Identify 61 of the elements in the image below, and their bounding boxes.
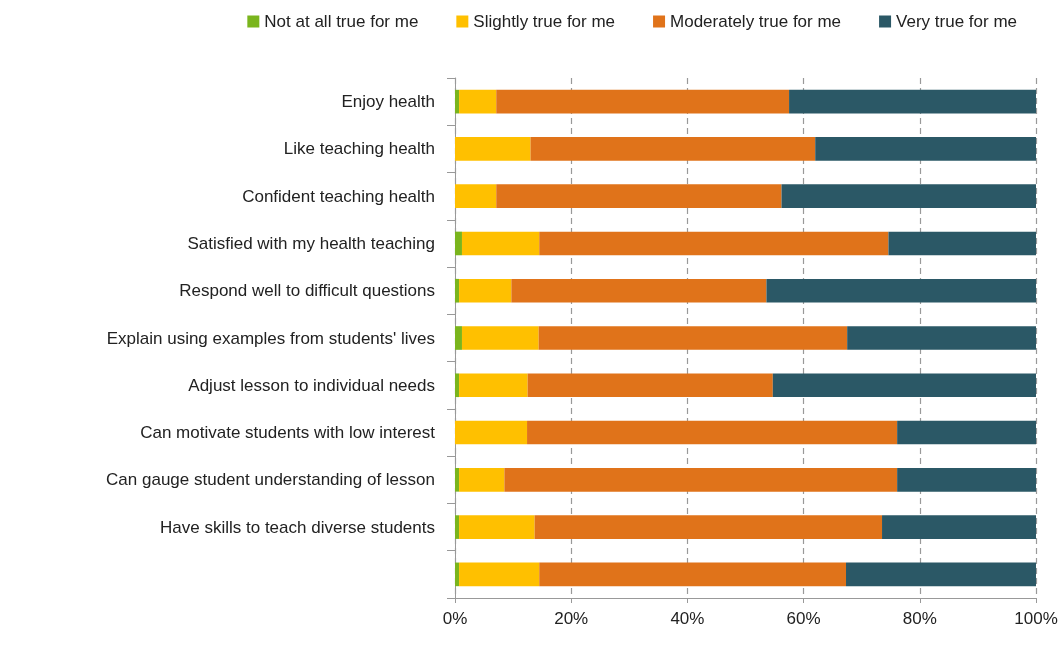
x-tick-label: 40% (670, 609, 705, 628)
y-tick-label: Explain using examples from students' lives (106, 328, 435, 348)
bar (455, 420, 528, 445)
bar (455, 515, 460, 539)
bar (504, 468, 898, 492)
bar (455, 326, 462, 350)
bar (815, 137, 1036, 161)
bar (455, 278, 460, 303)
y-tick-label: Adjust lesson to individual needs (188, 375, 435, 395)
bar (496, 89, 790, 114)
y-tick-label: Confident teaching health (242, 186, 435, 206)
x-tick-label: 80% (902, 609, 937, 628)
bar (455, 137, 531, 161)
bar (538, 326, 848, 350)
bar (459, 515, 535, 539)
y-tick-label: Satisfied with my health teaching (187, 233, 435, 253)
x-tick-label: 100% (1014, 609, 1058, 628)
bar (455, 562, 460, 587)
bar (897, 468, 1036, 492)
legend-label: Very true for me (896, 12, 1017, 31)
legend-label: Moderately true for me (670, 12, 842, 31)
bar (527, 373, 773, 398)
y-tick-label: Respond well to difficult questions (179, 281, 435, 301)
bar (461, 326, 539, 350)
bar (511, 278, 767, 303)
bar (846, 562, 1036, 587)
x-tick-label: 20% (554, 609, 589, 628)
bar (455, 468, 460, 492)
y-tick-label: Enjoy health (341, 92, 435, 112)
bar (882, 515, 1036, 539)
bar (459, 562, 540, 587)
bar (772, 373, 1036, 398)
x-tick-label: 0% (442, 609, 468, 628)
bar (888, 231, 1036, 256)
bar (789, 89, 1036, 114)
y-tick-label: Like teaching health (283, 139, 435, 159)
bar (459, 373, 528, 398)
bar (459, 89, 497, 114)
bar (530, 137, 816, 161)
y-tick-label: Can gauge student understanding of lesson (106, 470, 435, 490)
y-tick-label: Have skills to teach diverse students (160, 517, 435, 537)
bar (455, 231, 462, 256)
bar (539, 231, 889, 256)
bar (459, 468, 505, 492)
legend-label: Slightly true for me (473, 12, 616, 31)
legend-label: Not at all true for me (264, 12, 419, 31)
bar (534, 515, 883, 539)
x-tick-label: 60% (786, 609, 821, 628)
bar (455, 373, 460, 398)
bar (496, 184, 782, 208)
bar (455, 89, 460, 114)
bar (847, 326, 1036, 350)
y-tick-label: Can motivate students with low interest (140, 423, 436, 443)
bar (461, 231, 540, 256)
bar (781, 184, 1036, 208)
bar (766, 278, 1036, 303)
bar (897, 420, 1036, 445)
bar (527, 420, 898, 445)
bar (459, 278, 512, 303)
bar (539, 562, 847, 587)
bar (455, 184, 497, 208)
